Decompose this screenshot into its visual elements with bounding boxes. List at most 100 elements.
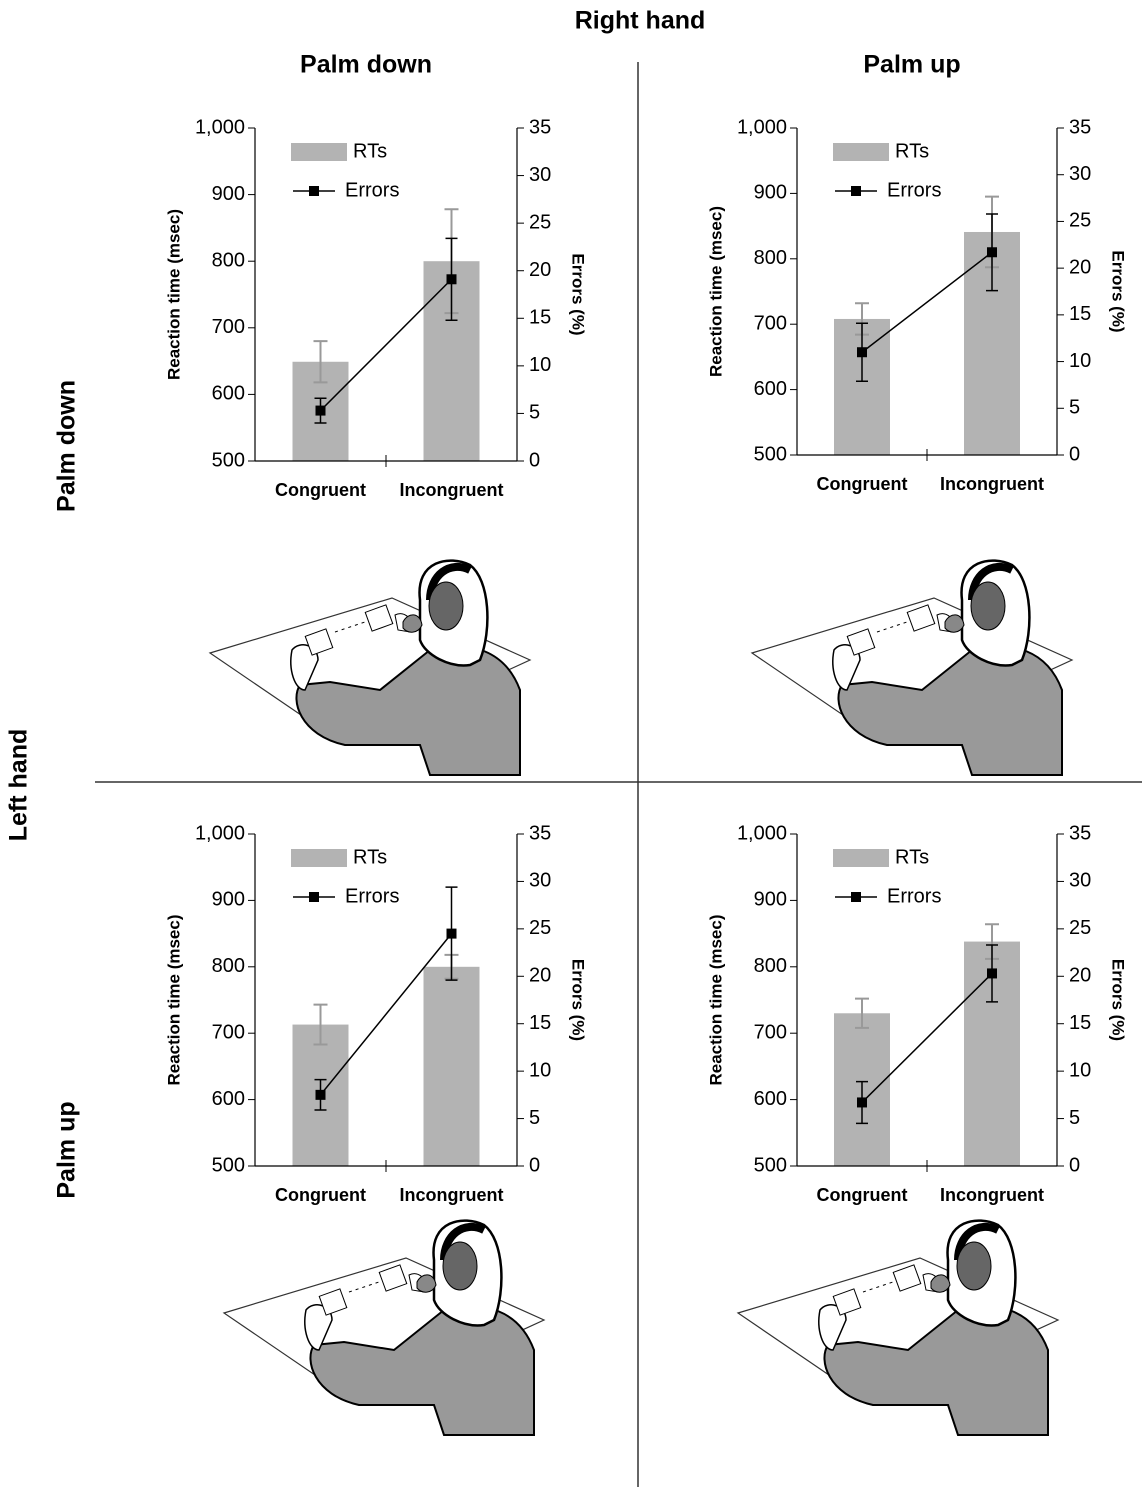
y-axis-title: Reaction time (msec) (706, 206, 725, 377)
y2-tick-label: 5 (1069, 397, 1080, 419)
y-tick-label: 1,000 (737, 116, 787, 138)
legend-swatch (833, 143, 889, 161)
y-tick-label: 900 (212, 183, 245, 205)
column-title: Right hand (575, 7, 706, 35)
y2-tick-label: 30 (1069, 870, 1091, 892)
legend-marker (309, 892, 319, 902)
y2-tick-label: 5 (529, 1107, 540, 1129)
y-tick-label: 800 (212, 955, 245, 977)
y2-tick-label: 15 (1069, 303, 1091, 325)
x-tick-label: Incongruent (940, 474, 1044, 494)
y-axis-title: Reaction time (msec) (706, 915, 725, 1086)
y2-tick-label: 25 (529, 917, 551, 939)
x-tick-label: Incongruent (400, 1185, 504, 1205)
y-tick-label: 900 (754, 889, 787, 911)
y2-tick-label: 15 (529, 1012, 551, 1034)
y-tick-label: 1,000 (737, 822, 787, 844)
marker (447, 929, 457, 939)
y2-tick-label: 0 (1069, 1154, 1080, 1176)
y-tick-label: 700 (212, 1021, 245, 1043)
row-title: Left hand (5, 729, 33, 842)
column-label: Palm up (863, 51, 960, 79)
y2-axis-title: Errors (%) (1109, 250, 1128, 332)
row-label: Palm down (53, 380, 81, 512)
legend-label: Errors (887, 885, 941, 907)
y-tick-label: 600 (212, 1088, 245, 1110)
y2-tick-label: 20 (1069, 965, 1091, 987)
y2-tick-label: 15 (1069, 1012, 1091, 1034)
y-tick-label: 600 (212, 383, 245, 405)
x-tick-label: Congruent (817, 474, 908, 494)
row-label: Palm up (53, 1101, 81, 1198)
y2-tick-label: 0 (529, 1154, 540, 1176)
legend-marker (309, 186, 319, 196)
y2-tick-label: 10 (529, 354, 551, 376)
y-tick-label: 600 (754, 1088, 787, 1110)
illustration (210, 561, 530, 775)
marker (447, 274, 457, 284)
illustration (738, 1221, 1058, 1435)
illustration (752, 561, 1072, 775)
marker (857, 1097, 867, 1107)
y2-tick-label: 15 (529, 307, 551, 329)
y-axis-title: Reaction time (msec) (164, 209, 183, 380)
y2-tick-label: 0 (1069, 443, 1080, 465)
y-tick-label: 800 (212, 249, 245, 271)
y2-tick-label: 20 (529, 965, 551, 987)
y2-tick-label: 25 (1069, 917, 1091, 939)
y2-tick-label: 35 (529, 822, 551, 844)
y2-tick-label: 5 (529, 402, 540, 424)
y-tick-label: 800 (754, 247, 787, 269)
x-tick-label: Incongruent (940, 1185, 1044, 1205)
marker (857, 347, 867, 357)
legend-swatch (291, 143, 347, 161)
column-label: Palm down (300, 51, 432, 79)
y2-tick-label: 25 (529, 211, 551, 233)
y-tick-label: 900 (212, 889, 245, 911)
legend-swatch (833, 849, 889, 867)
legend-label: Errors (345, 885, 399, 907)
marker (316, 1090, 326, 1100)
legend-label: RTs (353, 846, 387, 868)
legend-label: RTs (353, 140, 387, 162)
y2-tick-label: 10 (1069, 350, 1091, 372)
y2-tick-label: 35 (529, 116, 551, 138)
y-tick-label: 500 (212, 449, 245, 471)
marker (316, 406, 326, 416)
legend-label: Errors (345, 179, 399, 201)
y-tick-label: 700 (212, 316, 245, 338)
y2-tick-label: 35 (1069, 116, 1091, 138)
y2-axis-title: Errors (%) (569, 253, 588, 335)
y2-tick-label: 30 (529, 164, 551, 186)
marker (987, 247, 997, 257)
y-tick-label: 700 (754, 312, 787, 334)
y2-tick-label: 35 (1069, 822, 1091, 844)
y2-tick-label: 10 (529, 1059, 551, 1081)
y-tick-label: 500 (754, 443, 787, 465)
y2-axis-title: Errors (%) (1109, 959, 1128, 1041)
x-tick-label: Congruent (275, 1185, 366, 1205)
legend-marker (851, 892, 861, 902)
y2-tick-label: 25 (1069, 210, 1091, 232)
y-tick-label: 700 (754, 1021, 787, 1043)
y-tick-label: 1,000 (195, 116, 245, 138)
x-tick-label: Congruent (817, 1185, 908, 1205)
y-tick-label: 1,000 (195, 822, 245, 844)
y2-tick-label: 30 (529, 870, 551, 892)
legend-label: RTs (895, 846, 929, 868)
marker (987, 968, 997, 978)
figure: Right hand Palm down Palm up Palm down P… (0, 0, 1142, 1487)
bar (424, 967, 480, 1166)
y2-tick-label: 10 (1069, 1059, 1091, 1081)
legend-swatch (291, 849, 347, 867)
x-tick-label: Congruent (275, 480, 366, 500)
y-tick-label: 500 (212, 1154, 245, 1176)
y2-tick-label: 30 (1069, 163, 1091, 185)
y2-tick-label: 20 (529, 259, 551, 281)
y2-tick-label: 0 (529, 449, 540, 471)
y2-axis-title: Errors (%) (569, 959, 588, 1041)
y-axis-title: Reaction time (msec) (164, 915, 183, 1086)
y-tick-label: 600 (754, 378, 787, 400)
y2-tick-label: 5 (1069, 1107, 1080, 1129)
legend-marker (851, 186, 861, 196)
